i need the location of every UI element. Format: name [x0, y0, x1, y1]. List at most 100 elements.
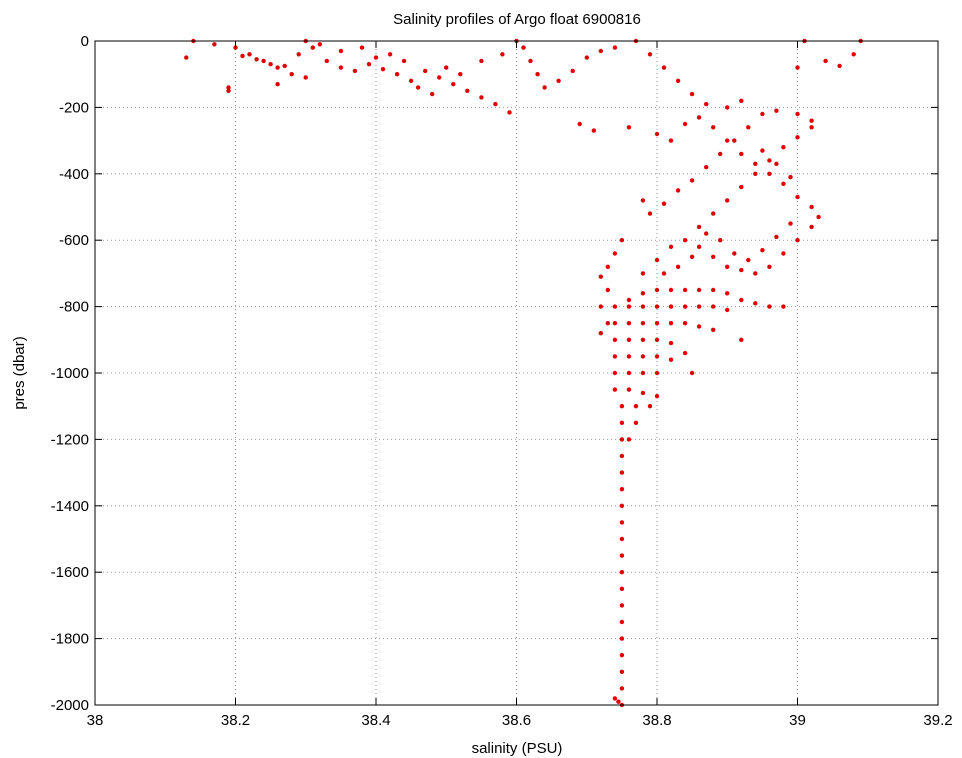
- data-point: [640, 304, 646, 309]
- data-point: [366, 61, 372, 67]
- x-tick-label: 39.2: [923, 712, 952, 729]
- data-point: [633, 420, 639, 425]
- data-point: [584, 55, 589, 60]
- data-point: [725, 105, 730, 110]
- data-point: [612, 45, 618, 50]
- data-point: [781, 304, 786, 309]
- data-point: [626, 370, 632, 376]
- data-point: [626, 321, 632, 326]
- data-point: [725, 291, 730, 296]
- data-point: [816, 214, 821, 220]
- data-point: [640, 321, 646, 326]
- data-point: [619, 653, 625, 658]
- data-point: [458, 72, 463, 77]
- data-point: [451, 82, 456, 87]
- data-point: [626, 304, 632, 309]
- data-point: [682, 350, 688, 356]
- y-tick-label: -200: [59, 99, 89, 116]
- data-point: [767, 304, 772, 309]
- x-tick-label: 38.4: [361, 712, 390, 729]
- data-point: [654, 257, 660, 263]
- data-point: [746, 257, 751, 263]
- data-point: [184, 55, 189, 60]
- y-tick-label: -1600: [51, 564, 89, 581]
- data-point: [254, 57, 259, 62]
- data-point: [619, 420, 625, 425]
- data-point: [739, 98, 744, 104]
- data-point: [689, 254, 695, 259]
- y-tick-label: -1200: [51, 431, 89, 448]
- data-point: [809, 118, 814, 123]
- data-point: [767, 158, 772, 163]
- data-point: [352, 68, 358, 74]
- y-tick-label: -1400: [51, 498, 89, 515]
- data-point: [303, 75, 308, 80]
- data-point: [282, 63, 287, 69]
- x-axis-label: salinity (PSU): [472, 740, 563, 757]
- data-point: [795, 238, 800, 243]
- data-point: [247, 52, 252, 57]
- data-point: [373, 55, 379, 60]
- data-point: [739, 297, 744, 303]
- data-point: [682, 238, 688, 243]
- data-point: [739, 267, 744, 273]
- data-point: [619, 636, 625, 641]
- data-point: [767, 171, 772, 176]
- y-tick-label: -1000: [51, 365, 89, 382]
- data-point: [226, 85, 231, 90]
- data-point: [732, 138, 737, 143]
- data-point: [605, 321, 610, 326]
- data-point: [704, 231, 709, 236]
- data-point: [598, 48, 603, 54]
- data-point: [668, 357, 674, 362]
- data-point: [626, 387, 632, 392]
- data-point: [521, 45, 526, 50]
- data-point: [767, 264, 772, 269]
- x-tick-label: 39: [789, 712, 806, 729]
- data-point: [661, 201, 667, 206]
- data-point: [619, 669, 625, 674]
- data-point: [795, 111, 800, 117]
- data-point: [619, 536, 625, 542]
- data-point: [753, 161, 758, 166]
- data-point: [682, 321, 688, 326]
- data-point: [753, 171, 758, 176]
- data-point: [465, 88, 470, 94]
- data-point: [619, 570, 625, 575]
- data-point: [430, 91, 435, 97]
- data-point: [668, 138, 674, 143]
- data-point: [275, 65, 280, 70]
- plot-area: 38 38.2 38.4 38.6 38.8 39 39.2 0 -200 -400 -600 -80…: [51, 33, 953, 729]
- data-point: [788, 174, 793, 180]
- data-point: [809, 125, 814, 130]
- data-point: [725, 264, 730, 269]
- data-point: [654, 321, 660, 326]
- data-point: [275, 82, 280, 87]
- data-point: [619, 603, 625, 608]
- data-point: [689, 178, 695, 183]
- data-point: [704, 165, 709, 170]
- data-point: [718, 238, 723, 243]
- y-tick-label: -1800: [51, 631, 89, 648]
- x-tick-label: 38.2: [221, 712, 250, 729]
- data-point: [668, 321, 674, 326]
- data-point: [746, 125, 751, 130]
- y-axis-label: pres (dbar): [11, 336, 28, 409]
- data-point: [739, 184, 744, 190]
- data-point: [696, 324, 702, 329]
- data-point: [570, 68, 575, 74]
- data-point: [675, 188, 681, 193]
- data-point: [437, 75, 442, 80]
- data-point: [500, 52, 505, 57]
- data-point: [507, 110, 512, 115]
- data-point: [619, 404, 625, 409]
- data-point: [598, 331, 603, 336]
- data-point: [675, 264, 681, 269]
- data-point: [626, 297, 632, 303]
- data-point: [289, 72, 294, 77]
- data-point: [640, 291, 646, 296]
- y-tick-label: -600: [59, 232, 89, 249]
- data-point: [633, 404, 639, 409]
- data-point: [640, 198, 646, 203]
